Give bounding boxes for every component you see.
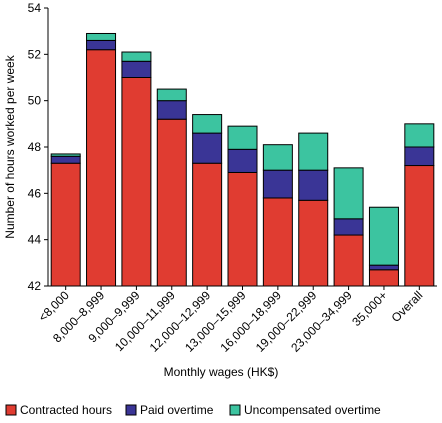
bar-segment [368, 206, 399, 266]
x-tick-label: 16,000–18,999 [217, 288, 284, 355]
bar-segment [156, 88, 187, 102]
bar-segment [333, 234, 364, 287]
legend-swatch [229, 404, 241, 416]
y-tick-label: 50 [28, 94, 42, 108]
bar-segment [50, 155, 81, 164]
bar-segment [298, 169, 329, 201]
y-tick-label: 48 [28, 140, 42, 154]
bar-segment [368, 269, 399, 287]
y-tick-label: 54 [28, 1, 42, 15]
bar-segment [156, 118, 187, 287]
x-tick-label: 19,000–22,999 [253, 288, 320, 355]
x-tick-label: 13,000–15,999 [182, 288, 249, 355]
bar-segment [227, 148, 258, 173]
bar-segment [50, 162, 81, 287]
bar-segment [333, 167, 364, 220]
x-tick-label: Overall [389, 288, 426, 325]
bar-segment [368, 264, 399, 271]
legend-label: Uncompensated overtime [244, 403, 381, 417]
y-axis-title: Number of hours worked per week [3, 54, 17, 238]
bar-segment [298, 132, 329, 171]
bar-segment [298, 199, 329, 287]
y-tick-label: 44 [28, 233, 42, 247]
x-tick-label: 23,000–34,999 [288, 288, 355, 355]
bar-segment [86, 49, 117, 287]
y-tick-label: 52 [28, 47, 42, 61]
x-tick-label: 12,000–12,999 [147, 288, 214, 355]
x-tick-label: 35,000+ [349, 288, 390, 329]
bar-segment [86, 39, 117, 51]
legend-label: Paid overtime [140, 403, 214, 417]
x-axis-title: Monthly wages (HK$) [164, 365, 279, 379]
bar-segment [227, 171, 258, 287]
bar-segment [404, 165, 435, 287]
bar-segment [121, 60, 152, 78]
y-tick-label: 42 [28, 279, 42, 293]
bar-segment [262, 197, 293, 287]
bar-segment [50, 153, 81, 157]
legend-label: Contracted hours [20, 403, 112, 417]
bar-segment [404, 146, 435, 167]
bar-segment [404, 123, 435, 148]
bar-segment [192, 132, 223, 164]
bar-segment [192, 114, 223, 134]
legend-swatch [5, 404, 17, 416]
legend-swatch [125, 404, 137, 416]
bar-segment [262, 144, 293, 171]
bar-segment [192, 162, 223, 287]
bar-segment [121, 51, 152, 62]
y-tick-label: 46 [28, 186, 42, 200]
bar-segment [86, 32, 117, 41]
bar-segment [227, 125, 258, 150]
bar-segment [121, 77, 152, 287]
bar-segment [333, 218, 364, 236]
bar-segment [156, 100, 187, 120]
bar-segment [262, 169, 293, 199]
